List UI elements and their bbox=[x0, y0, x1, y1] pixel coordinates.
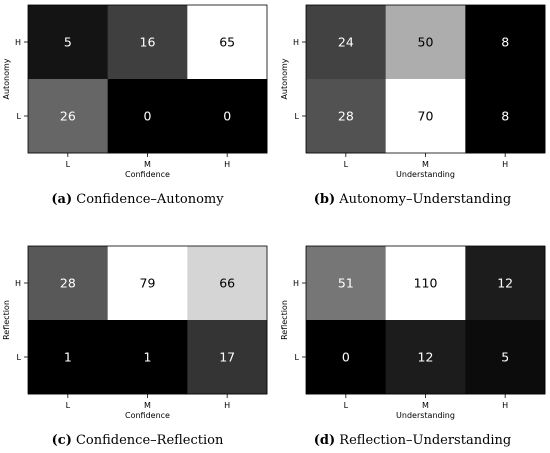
heatmap-cell bbox=[465, 79, 546, 154]
heatmap-panel-d: 51 110 12 0 12 5 L M H H L Understanding Reflection bbox=[280, 245, 546, 420]
heatmap-cell bbox=[28, 5, 109, 80]
y-axis-label: Reflection bbox=[280, 300, 289, 340]
caption-letter: (d) bbox=[313, 433, 336, 448]
heatmap-cell bbox=[385, 79, 466, 154]
x-tick-label: H bbox=[224, 160, 230, 169]
cell-value-label: 28 bbox=[338, 109, 354, 124]
heatmap-cell bbox=[306, 5, 387, 80]
heatmap-cell bbox=[465, 246, 546, 321]
cell-value-label: 26 bbox=[60, 109, 76, 124]
heatmap-cell bbox=[187, 246, 268, 321]
caption-c: (c) Confidence–Reflection bbox=[0, 433, 275, 448]
x-tick-label: M bbox=[422, 160, 429, 169]
x-tick-label: M bbox=[144, 401, 151, 410]
x-axis-label: Confidence bbox=[125, 170, 170, 179]
heatmap-cell bbox=[107, 79, 188, 154]
heatmap-cell bbox=[306, 79, 387, 154]
heatmap-cell bbox=[28, 246, 109, 321]
heatmap-cell bbox=[28, 320, 109, 395]
y-axis-label: Reflection bbox=[2, 300, 11, 340]
heatmap-cell bbox=[385, 5, 466, 80]
y-tick-label: H bbox=[15, 38, 21, 47]
x-tick-label: H bbox=[502, 160, 508, 169]
cell-value-label: 28 bbox=[60, 276, 76, 291]
caption-letter: (b) bbox=[313, 192, 336, 207]
cell-value-label: 70 bbox=[418, 109, 434, 124]
caption-text: Confidence–Reflection bbox=[71, 433, 224, 448]
y-tick-label: L bbox=[295, 353, 300, 362]
cell-value-label: 1 bbox=[144, 350, 152, 365]
caption-letter: (a) bbox=[51, 192, 73, 207]
heatmap-panel-a: 5 16 65 26 0 0 L M H H L Confidence Autonomy bbox=[2, 4, 268, 179]
x-tick-label: L bbox=[66, 401, 71, 410]
heatmap-cell bbox=[385, 246, 466, 321]
caption-b: (b) Autonomy–Understanding bbox=[275, 192, 550, 207]
cell-value-label: 5 bbox=[501, 350, 509, 365]
y-tick-label: H bbox=[15, 279, 21, 288]
heatmap-cell bbox=[465, 5, 546, 80]
cell-value-label: 16 bbox=[140, 35, 156, 50]
y-axis-label: Autonomy bbox=[280, 58, 289, 99]
y-axis-label: Autonomy bbox=[2, 58, 11, 99]
cell-value-label: 66 bbox=[219, 276, 235, 291]
caption-letter: (c) bbox=[51, 433, 72, 448]
cell-value-label: 51 bbox=[338, 276, 354, 291]
cell-value-label: 0 bbox=[223, 109, 231, 124]
heatmap-cell bbox=[465, 320, 546, 395]
x-axis-label: Understanding bbox=[396, 170, 455, 179]
heatmap-cell bbox=[107, 5, 188, 80]
cell-value-label: 0 bbox=[342, 350, 350, 365]
caption-text: Confidence–Autonomy bbox=[72, 192, 224, 207]
y-tick-label: L bbox=[17, 353, 22, 362]
heatmap-panel-c: 28 79 66 1 1 17 L M H H L Confidence Reflection bbox=[2, 245, 268, 420]
cell-value-label: 50 bbox=[418, 35, 434, 50]
caption-text: Autonomy–Understanding bbox=[335, 192, 512, 207]
heatmap-cell bbox=[187, 5, 268, 80]
x-tick-label: H bbox=[502, 401, 508, 410]
caption-a: (a) Confidence–Autonomy bbox=[0, 192, 275, 207]
cell-value-label: 79 bbox=[140, 276, 156, 291]
y-tick-label: H bbox=[293, 279, 299, 288]
cell-value-label: 8 bbox=[501, 109, 509, 124]
x-tick-label: L bbox=[66, 160, 71, 169]
x-tick-label: L bbox=[344, 401, 349, 410]
heatmap-cell bbox=[187, 79, 268, 154]
heatmap-cell bbox=[107, 320, 188, 395]
heatmap-cell bbox=[107, 246, 188, 321]
x-axis-label: Confidence bbox=[125, 411, 170, 420]
cell-value-label: 8 bbox=[501, 35, 509, 50]
cell-value-label: 65 bbox=[219, 35, 235, 50]
y-tick-label: L bbox=[295, 112, 300, 121]
cell-value-label: 110 bbox=[414, 276, 438, 291]
x-tick-label: L bbox=[344, 160, 349, 169]
y-tick-label: H bbox=[293, 38, 299, 47]
heatmap-cell bbox=[187, 320, 268, 395]
x-tick-label: M bbox=[422, 401, 429, 410]
cell-value-label: 1 bbox=[64, 350, 72, 365]
cell-value-label: 24 bbox=[338, 35, 354, 50]
cell-value-label: 17 bbox=[219, 350, 235, 365]
caption-text: Reflection–Understanding bbox=[335, 433, 512, 448]
heatmap-cell bbox=[28, 79, 109, 154]
heatmap-panel-b: 24 50 8 28 70 8 L M H H L Understanding Autonomy bbox=[280, 4, 546, 179]
cell-value-label: 0 bbox=[144, 109, 152, 124]
y-tick-label: L bbox=[17, 112, 22, 121]
cell-value-label: 12 bbox=[497, 276, 513, 291]
heatmap-cell bbox=[306, 320, 387, 395]
x-tick-label: H bbox=[224, 401, 230, 410]
caption-d: (d) Reflection–Understanding bbox=[275, 433, 550, 448]
cell-value-label: 12 bbox=[418, 350, 434, 365]
x-axis-label: Understanding bbox=[396, 411, 455, 420]
x-tick-label: M bbox=[144, 160, 151, 169]
cell-value-label: 5 bbox=[64, 35, 72, 50]
heatmap-cell bbox=[385, 320, 466, 395]
heatmap-cell bbox=[306, 246, 387, 321]
